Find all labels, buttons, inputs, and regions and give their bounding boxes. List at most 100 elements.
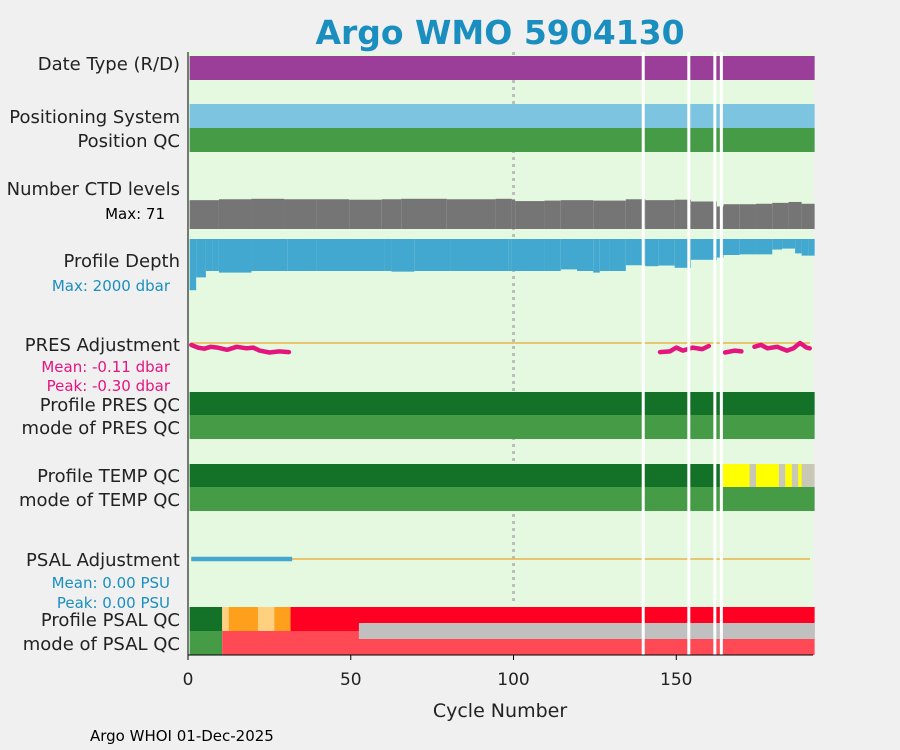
mode-psal-qc-label: mode of PSAL QC <box>23 634 180 655</box>
missing-cycle-gap-3 <box>719 52 723 655</box>
profile-depth-bar-24 <box>690 239 717 260</box>
profile-temp-qc-segment-8 <box>801 464 815 487</box>
ctd-levels-bar-12 <box>544 200 561 229</box>
profile-depth-bar-10 <box>414 239 451 271</box>
x-tick-label-0: 0 <box>183 670 194 690</box>
mode-pres-qc-label: mode of PRES QC <box>22 418 180 439</box>
ctd-levels-bar-18 <box>690 201 717 229</box>
profile-depth-bar-4 <box>218 239 252 273</box>
psal-adjustment-label: PSAL Adjustment <box>26 550 180 571</box>
plot-background <box>188 52 813 655</box>
ctd-levels-bar-7 <box>401 198 447 229</box>
position-qc-label: Position QC <box>77 131 180 152</box>
ctd-levels-bar-5 <box>349 199 382 229</box>
mode-temp-qc-band <box>189 487 815 511</box>
profile-temp-qc-segment-5 <box>785 464 792 487</box>
profile-depth-bar-27 <box>739 239 757 255</box>
profile-psal-qc-segment-3 <box>257 607 275 631</box>
ctd-levels-bar-1 <box>218 199 252 229</box>
positioning-system-band <box>189 104 815 128</box>
x-axis-title: Cycle Number <box>433 700 567 722</box>
date-type-band <box>189 56 815 80</box>
profile-depth-bar-15 <box>560 239 577 270</box>
mode-psal-qc-segment-0 <box>189 631 223 655</box>
profile-depth-bar-21 <box>645 239 659 267</box>
profile-depth-bar-11 <box>450 239 509 271</box>
profile-depth-bar-7 <box>316 239 385 271</box>
ctd-levels-bar-17 <box>674 199 691 229</box>
profile-depth-bar-8 <box>384 239 392 271</box>
ctd-levels-bar-13 <box>560 200 594 229</box>
x-axis: 0 50 100 150 Cycle Number <box>183 52 813 722</box>
ctd-levels-bar-24 <box>788 201 802 229</box>
profile-depth-bar-0 <box>189 239 197 291</box>
ctd-levels-bar-3 <box>284 199 317 229</box>
profile-depth-bar-33 <box>808 239 815 256</box>
mode-psal-qc-gray <box>358 623 815 639</box>
ctd-levels-bar-14 <box>593 200 626 229</box>
ctd-levels-bar-20 <box>723 204 740 229</box>
profile-depth-bar-6 <box>287 239 317 271</box>
profile-depth-max-label: Max: 2000 dbar <box>52 277 171 295</box>
profile-depth-bar-18 <box>599 239 610 271</box>
profile-depth-bar-22 <box>658 239 675 266</box>
profile-depth-label: Profile Depth <box>63 251 180 272</box>
ctd-levels-max-label: Max: 71 <box>105 205 165 223</box>
profile-depth-bar-9 <box>391 239 415 272</box>
profile-depth-bar-23 <box>674 239 691 268</box>
x-tick-label-1: 50 <box>340 670 362 690</box>
date-type-label: Date Type (R/D) <box>38 54 180 75</box>
profile-depth-bar-19 <box>609 239 626 271</box>
pres-peak-label: Peak: -0.30 dbar <box>47 377 171 395</box>
profile-psal-qc-segment-0 <box>189 607 223 631</box>
mode-temp-qc-label: mode of TEMP QC <box>19 490 180 511</box>
pres-adjustment-label: PRES Adjustment <box>25 335 180 356</box>
ctd-levels-label: Number CTD levels <box>7 179 180 200</box>
profile-depth-bar-31 <box>795 239 802 254</box>
profile-depth-bar-12 <box>508 239 512 271</box>
profile-temp-qc-segment-3 <box>756 464 779 487</box>
missing-cycle-gap-2 <box>713 52 717 655</box>
profile-depth-bar-32 <box>801 239 809 256</box>
psal-peak-label: Peak: 0.00 PSU <box>57 594 170 612</box>
profile-psal-qc-segment-1 <box>222 607 229 631</box>
ctd-levels-bar-16 <box>645 200 675 229</box>
profile-depth-bar-3 <box>212 239 219 271</box>
profile-depth-bar-5 <box>251 239 288 271</box>
profile-depth-bar-14 <box>544 239 561 271</box>
ctd-levels-bar-9 <box>495 198 512 229</box>
ctd-levels-bar-25 <box>801 203 815 229</box>
pres-adjustment-line <box>189 340 812 355</box>
ctd-levels-bar-22 <box>756 203 773 229</box>
profile-depth-bar-20 <box>625 239 646 266</box>
profile-temp-qc-segment-4 <box>778 464 786 487</box>
ctd-levels-bar-2 <box>251 198 285 229</box>
profile-depth-bar-1 <box>196 239 206 278</box>
ctd-levels-bar-10 <box>511 199 516 229</box>
profile-temp-qc-segment-1 <box>720 464 750 487</box>
x-tick-label-2: 100 <box>497 670 529 690</box>
ctd-levels-bar-11 <box>515 201 545 229</box>
profile-depth-bar-26 <box>723 239 740 255</box>
profile-temp-qc-segment-2 <box>749 464 757 487</box>
profile-psal-qc-segment-2 <box>228 607 258 631</box>
profile-temp-qc-segment-6 <box>791 464 799 487</box>
ctd-levels-bar-8 <box>446 199 496 229</box>
positioning-system-label: Positioning System <box>9 107 180 128</box>
ctd-levels-bar-21 <box>739 204 757 229</box>
missing-cycle-gap-1 <box>687 52 691 655</box>
profile-depth-bar-16 <box>576 239 594 271</box>
profile-psal-qc-segment-4 <box>274 607 291 631</box>
profile-depth-bar-29 <box>772 239 783 250</box>
ctd-levels-bar-23 <box>772 202 789 229</box>
profile-depth-bar-2 <box>205 239 213 271</box>
ctd-levels-bar-4 <box>316 199 350 229</box>
profile-depth-bar-28 <box>756 239 773 255</box>
profile-pres-qc-label: Profile PRES QC <box>40 395 180 416</box>
mode-pres-qc-band <box>189 415 815 439</box>
profile-psal-qc-label: Profile PSAL QC <box>41 610 180 631</box>
ctd-levels-bar-15 <box>625 199 646 229</box>
chart-title: Argo WMO 5904130 <box>315 13 684 52</box>
footer-credit: Argo WHOI 01-Dec-2025 <box>90 727 274 745</box>
